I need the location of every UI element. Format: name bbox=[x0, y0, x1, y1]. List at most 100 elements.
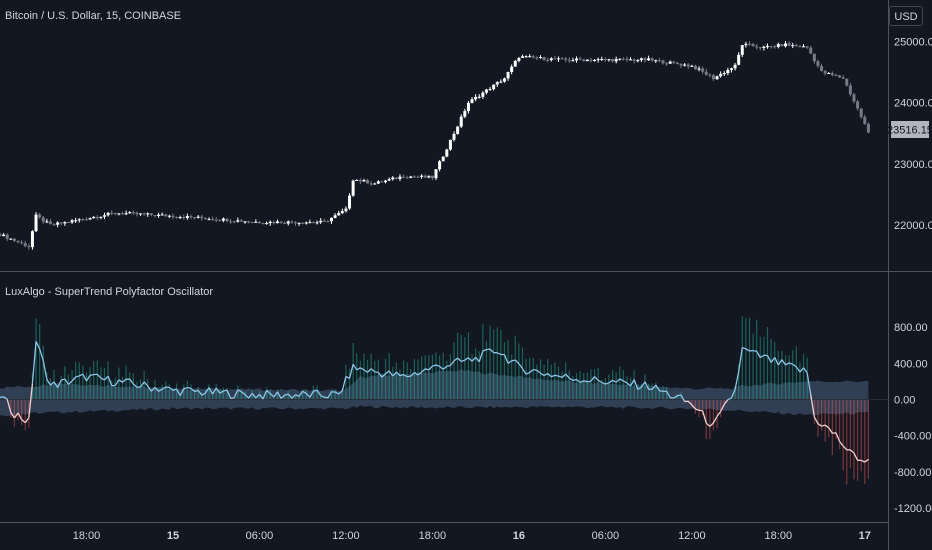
oscillator-line-segment bbox=[327, 391, 333, 399]
candle-body bbox=[131, 212, 135, 214]
candle-body bbox=[423, 175, 427, 178]
candle-body bbox=[726, 69, 730, 74]
candle-body bbox=[178, 217, 182, 219]
candle-body bbox=[275, 221, 279, 224]
currency-button[interactable]: USD bbox=[889, 6, 923, 26]
oscillator-line-segment bbox=[702, 410, 707, 424]
candle-body bbox=[387, 179, 391, 181]
oscillator-line-segment bbox=[324, 396, 329, 399]
oscillator-line-segment bbox=[194, 389, 199, 393]
candle-body bbox=[92, 217, 96, 219]
oscillator-line-segment bbox=[122, 378, 127, 383]
candle-body bbox=[348, 195, 352, 209]
candle-body bbox=[265, 223, 269, 225]
candle-body bbox=[632, 59, 636, 61]
candle-body bbox=[182, 217, 186, 219]
candle-body bbox=[48, 221, 52, 225]
candle-body bbox=[852, 94, 856, 102]
candle-body bbox=[553, 58, 557, 60]
price-axis[interactable]: 25000.00 24000.00 23000.00 22000.00 bbox=[894, 36, 932, 232]
candle-body bbox=[149, 213, 153, 215]
candle-body bbox=[106, 212, 110, 216]
candle-body bbox=[362, 180, 366, 182]
oscillator-line-segment bbox=[615, 378, 621, 383]
candle-body bbox=[70, 220, 74, 223]
candle-body bbox=[535, 57, 539, 59]
candle-body bbox=[333, 215, 337, 218]
oscillator-line-segment bbox=[385, 370, 390, 375]
price-tick-label: 24000.00 bbox=[894, 98, 932, 110]
candle-body bbox=[780, 44, 784, 47]
oscillator-line-segment bbox=[489, 348, 495, 354]
candle-body bbox=[121, 213, 125, 215]
oscillator-line-segment bbox=[258, 393, 264, 400]
oscillator-line-segment bbox=[78, 373, 84, 377]
candle-body bbox=[376, 181, 380, 184]
candle-body bbox=[773, 46, 777, 48]
candle-body bbox=[63, 222, 67, 224]
oscillator-line-segment bbox=[287, 393, 293, 399]
oscillator-line-segment bbox=[626, 382, 631, 387]
candle-body bbox=[326, 221, 330, 223]
oscillator-line-segment bbox=[280, 394, 286, 399]
candle-body bbox=[391, 177, 395, 180]
candle-body bbox=[337, 213, 341, 216]
candle-body bbox=[575, 58, 579, 61]
oscillator-line-segment bbox=[381, 373, 387, 378]
candle-body bbox=[344, 208, 348, 212]
candle-body bbox=[23, 243, 27, 247]
price-tick-label: 25000.00 bbox=[894, 36, 932, 48]
candle-body bbox=[477, 96, 481, 98]
candle-body bbox=[380, 181, 384, 183]
candle-body bbox=[474, 96, 478, 100]
candle-body bbox=[52, 224, 56, 226]
oscillator-line-segment bbox=[558, 375, 563, 379]
oscillator-line-segment bbox=[633, 379, 639, 390]
oscillator-line-segment bbox=[503, 354, 509, 364]
candle-body bbox=[794, 45, 798, 47]
candle-body bbox=[809, 47, 813, 54]
last-price-label: 23516.15 bbox=[887, 121, 932, 138]
oscillator-axis[interactable]: 800.00 400.00 0.00 -400.00 -800.00 -1200.00 bbox=[894, 322, 932, 515]
oscillator-line-segment bbox=[50, 381, 55, 386]
candle-body bbox=[315, 222, 319, 224]
candle-body bbox=[704, 71, 708, 75]
oscillator-line-segment bbox=[132, 383, 138, 388]
time-tick-label: 16 bbox=[513, 530, 525, 542]
oscillator-line-segment bbox=[183, 386, 188, 390]
candle-body bbox=[330, 217, 334, 222]
candle-body bbox=[452, 133, 456, 140]
candle-body bbox=[827, 73, 831, 75]
candle-body bbox=[59, 222, 63, 224]
oscillator-line-segment bbox=[208, 387, 214, 395]
candle-body bbox=[629, 59, 633, 61]
oscillator-line-segment bbox=[276, 391, 282, 399]
candle-body bbox=[715, 76, 719, 80]
oscillator-line-segment bbox=[410, 371, 415, 377]
candle-body bbox=[398, 176, 402, 179]
candle-body bbox=[492, 84, 496, 90]
candle-body bbox=[571, 60, 575, 62]
candle-body bbox=[189, 216, 193, 218]
oscillator-pane[interactable] bbox=[0, 316, 888, 485]
oscillator-line-segment bbox=[61, 378, 66, 381]
candle-body bbox=[239, 220, 243, 222]
oscillator-line-segment bbox=[118, 379, 123, 383]
price-pane[interactable] bbox=[0, 41, 870, 250]
candle-body bbox=[373, 183, 377, 185]
candle-body bbox=[142, 213, 146, 215]
candle-body bbox=[153, 214, 157, 216]
oscillator-line-segment bbox=[316, 389, 322, 397]
oscillator-line-segment bbox=[630, 379, 635, 387]
candle-body bbox=[722, 73, 726, 75]
time-axis[interactable]: 18:00 15 06:00 12:00 18:00 16 06:00 12:00 18:00 1… bbox=[73, 530, 871, 542]
candle-body bbox=[311, 222, 315, 224]
candle-body bbox=[776, 44, 780, 47]
oscillator-line-segment bbox=[554, 374, 559, 377]
candle-body bbox=[254, 221, 258, 223]
oscillator-line-segment bbox=[68, 380, 73, 385]
oscillator-line-segment bbox=[579, 380, 585, 384]
oscillator-line-segment bbox=[756, 350, 761, 358]
time-tick-label: 18:00 bbox=[765, 530, 793, 542]
